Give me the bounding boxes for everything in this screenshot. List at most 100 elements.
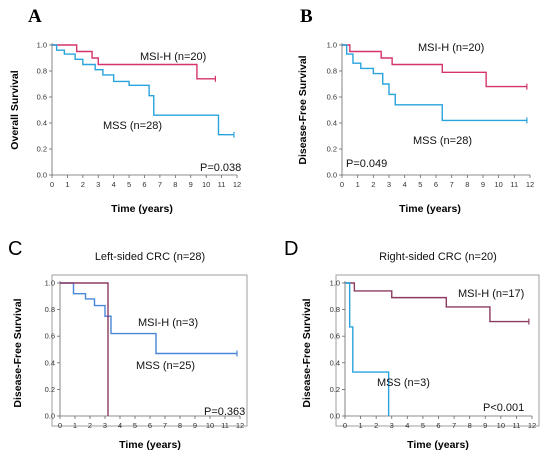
x-tick-label: 0 bbox=[343, 421, 347, 430]
x-tick-label: 3 bbox=[390, 421, 394, 430]
x-tick-label: 7 bbox=[452, 421, 456, 430]
y-tick-label: 0.8 bbox=[327, 67, 337, 76]
y-tick-label: 0.4 bbox=[45, 358, 55, 367]
y-tick-label: 0.8 bbox=[45, 305, 55, 314]
x-tick-label: 11 bbox=[218, 180, 226, 189]
x-tick-label: 11 bbox=[513, 421, 521, 430]
x-tick-label: 9 bbox=[483, 421, 487, 430]
km-curve-2 bbox=[342, 44, 527, 122]
x-tick-label: 10 bbox=[206, 421, 214, 430]
km-curve-2 bbox=[345, 282, 390, 416]
km-curve-1 bbox=[52, 44, 216, 80]
x-tick-label: 11 bbox=[221, 421, 229, 430]
x-tick-label: 8 bbox=[465, 180, 469, 189]
x-tick-label: 9 bbox=[193, 421, 197, 430]
x-tick-label: 5 bbox=[421, 421, 425, 430]
y-tick-label: 1.0 bbox=[45, 279, 55, 288]
y-tick-label: 0.8 bbox=[330, 305, 340, 314]
panel-c: C Left-sided CRC (n=28) 0.0 0.2 0.4 0.6 0.8 1.0… bbox=[8, 238, 248, 451]
x-tick-label: 3 bbox=[96, 180, 100, 189]
x-tick-label: 8 bbox=[173, 180, 177, 189]
p-value: P<0.001 bbox=[483, 402, 524, 414]
panel-a: A0.00.20.40.60.81.00 1 2 3 4 5 6 7 8 9 10 11 12Time … bbox=[9, 6, 241, 215]
series-label: MSI-H (n=3) bbox=[138, 317, 198, 329]
y-tick-label: 0.2 bbox=[327, 145, 337, 154]
x-tick-label: 4 bbox=[112, 180, 116, 189]
y-tick-label: 0.6 bbox=[327, 93, 337, 102]
series-label: MSS (n=25) bbox=[136, 360, 195, 372]
panel-letter: A bbox=[28, 6, 42, 27]
x-tick-label: 9 bbox=[481, 180, 485, 189]
x-tick-label: 9 bbox=[189, 180, 193, 189]
panel-title: Right-sided CRC (n=20) bbox=[379, 251, 497, 263]
p-value: P=0.049 bbox=[346, 158, 387, 170]
y-tick-label: 0.0 bbox=[37, 171, 47, 180]
km-curve-1 bbox=[60, 282, 237, 355]
x-tick-label: 7 bbox=[163, 421, 167, 430]
y-tick-label: 0.0 bbox=[327, 171, 337, 180]
y-tick-label: 0.0 bbox=[330, 412, 340, 421]
x-tick-label: 10 bbox=[497, 421, 505, 430]
x-axis-title: Time (years) bbox=[119, 439, 181, 451]
x-tick-label: 4 bbox=[403, 180, 407, 189]
series-label: MSS (n=3) bbox=[377, 377, 430, 389]
y-tick-label: 1.0 bbox=[330, 279, 340, 288]
y-tick-label: 0.2 bbox=[330, 385, 340, 394]
y-tick-label: 0.8 bbox=[37, 67, 47, 76]
x-tick-label: 10 bbox=[494, 180, 502, 189]
y-tick-label: 1.0 bbox=[37, 41, 47, 50]
y-axis-title: Disease-Free Survival bbox=[297, 55, 309, 164]
x-tick-label: 2 bbox=[371, 180, 375, 189]
x-tick-label: 8 bbox=[178, 421, 182, 430]
x-tick-label: 2 bbox=[88, 421, 92, 430]
y-tick-label: 1.0 bbox=[327, 41, 337, 50]
y-tick-label: 0.2 bbox=[45, 385, 55, 394]
x-tick-label: 1 bbox=[358, 421, 362, 430]
y-tick-label: 0.4 bbox=[37, 119, 47, 128]
y-tick-label: 0.4 bbox=[330, 358, 340, 367]
x-tick-label: 4 bbox=[118, 421, 122, 430]
panel-b: B0.00.20.40.60.81.00 1 2 3 4 5 6 7 8 9 10 11 12Time … bbox=[297, 6, 534, 215]
y-tick-label: 0.0 bbox=[45, 412, 55, 421]
x-tick-label: 12 bbox=[528, 421, 536, 430]
series-label: MSS (n=28) bbox=[413, 135, 472, 147]
y-tick-label: 0.6 bbox=[37, 93, 47, 102]
x-tick-label: 7 bbox=[450, 180, 454, 189]
x-tick-label: 3 bbox=[103, 421, 107, 430]
x-tick-label: 12 bbox=[236, 421, 244, 430]
x-tick-label: 5 bbox=[418, 180, 422, 189]
panel-letter: D bbox=[284, 238, 298, 260]
panel-title: Left-sided CRC (n=28) bbox=[95, 251, 205, 263]
km-curve-2 bbox=[52, 44, 234, 136]
y-axis-title: Disease-Free Survival bbox=[301, 298, 313, 407]
series-label: MSI-H (n=17) bbox=[458, 288, 524, 300]
y-tick-label: 0.4 bbox=[327, 119, 337, 128]
x-tick-label: 0 bbox=[340, 180, 344, 189]
p-value: P=0.363 bbox=[204, 406, 245, 418]
x-tick-label: 7 bbox=[158, 180, 162, 189]
panel-letter: C bbox=[8, 238, 22, 260]
x-axis-title: Time (years) bbox=[407, 439, 469, 451]
y-tick-label: 0.2 bbox=[37, 145, 47, 154]
series-label: MSS (n=28) bbox=[103, 120, 162, 132]
x-tick-label: 6 bbox=[434, 180, 438, 189]
series-label: MSI-H (n=20) bbox=[418, 42, 484, 54]
plot-frame bbox=[51, 274, 248, 427]
km-curve-1 bbox=[342, 44, 527, 88]
x-tick-label: 0 bbox=[50, 180, 54, 189]
panel-letter: B bbox=[300, 6, 313, 27]
x-tick-label: 3 bbox=[387, 180, 391, 189]
series-label: MSI-H (n=20) bbox=[140, 51, 206, 63]
y-tick-label: 0.6 bbox=[330, 332, 340, 341]
x-tick-label: 1 bbox=[65, 180, 69, 189]
x-tick-label: 1 bbox=[356, 180, 360, 189]
x-tick-label: 12 bbox=[526, 180, 534, 189]
x-tick-label: 12 bbox=[233, 180, 241, 189]
km-curve-1 bbox=[345, 282, 529, 323]
x-tick-label: 5 bbox=[133, 421, 137, 430]
km-curve-2 bbox=[60, 282, 109, 416]
x-tick-label: 8 bbox=[468, 421, 472, 430]
y-tick-label: 0.6 bbox=[45, 332, 55, 341]
p-value: P=0.038 bbox=[200, 162, 241, 174]
